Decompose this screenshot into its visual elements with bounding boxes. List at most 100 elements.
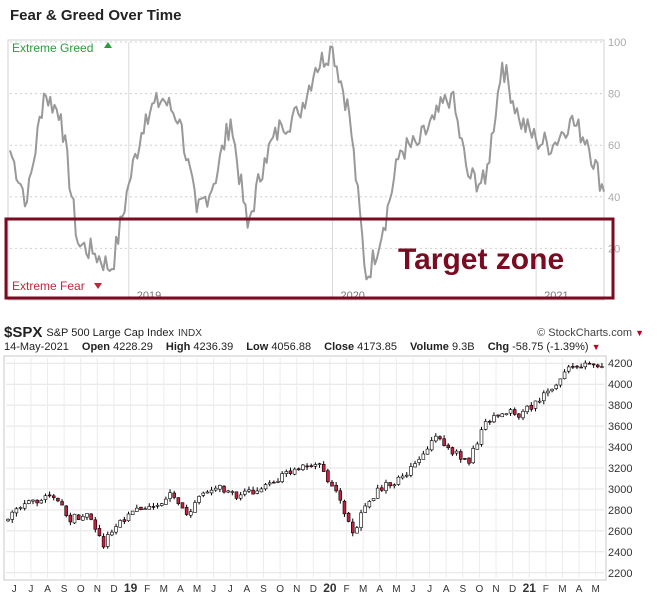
high-value: 4236.39 (193, 341, 234, 353)
stockcharts-brand[interactable]: © StockCharts.com ▼ (537, 327, 644, 339)
spx-candle-body (313, 464, 318, 467)
spx-y-tick-label: 4000 (608, 379, 632, 391)
spx-candle-body (338, 490, 343, 501)
spx-candle-body (56, 498, 60, 502)
spx-candle-body (392, 484, 397, 487)
brand-label: © StockCharts.com (537, 327, 633, 339)
spx-candle-body (330, 481, 334, 487)
spx-candle-body (201, 492, 206, 496)
spx-candle-body (184, 507, 189, 515)
spx-candle-body (596, 364, 600, 368)
spx-candle-body (218, 485, 222, 490)
spx-candle-body (413, 463, 417, 468)
spx-x-tick-label: D (110, 584, 117, 595)
spx-x-tick-label: O (276, 584, 284, 595)
spx-name: S&P 500 Large Cap Index (46, 327, 174, 339)
spx-candle-body (533, 400, 538, 409)
spx-exchange: INDX (177, 328, 202, 339)
low-value: 4056.88 (271, 341, 312, 353)
spx-candle-body (450, 447, 455, 455)
spx-candle-body (93, 519, 98, 530)
spx-candle-body (76, 514, 81, 520)
spx-candle-body (243, 490, 247, 495)
spx-candle-body (139, 506, 143, 510)
spx-x-tick-label: 20 (323, 581, 337, 595)
fear-greed-y-tick-label: 40 (608, 192, 620, 204)
spx-candle-body (147, 506, 152, 510)
chg-label: Chg (487, 341, 510, 353)
spx-candle-body (209, 489, 214, 494)
spx-candle-body (550, 388, 554, 392)
spx-x-tick-label: 21 (523, 581, 537, 595)
chevron-down-icon: ▼ (635, 328, 644, 338)
spx-candle-body (114, 526, 118, 533)
spx-x-tick-label: D (310, 584, 317, 595)
spx-candle-body (151, 506, 156, 508)
spx-candle-body (159, 503, 164, 506)
spx-candle-body (351, 521, 355, 534)
spx-y-tick-label: 3200 (608, 463, 632, 475)
spx-x-tick-label: F (343, 584, 349, 595)
spx-candle-body (226, 490, 230, 493)
spx-x-tick-label: F (543, 584, 549, 595)
spx-candle-body (521, 410, 525, 419)
spx-candle-body (404, 474, 409, 477)
spx-candle-body (500, 413, 505, 418)
spx-candle-body (571, 366, 575, 368)
spx-x-tick-label: N (293, 584, 300, 595)
spx-candle-body (309, 465, 313, 468)
spx-candle-body (126, 513, 131, 522)
spx-candle-body (488, 420, 492, 423)
fear-greed-x-tick-label: 2020 (340, 290, 364, 302)
spx-candle-body (546, 390, 550, 394)
spx-candle-body (454, 450, 459, 454)
close-label: Close (324, 341, 355, 353)
spx-y-axis: 2200 2400 2600 2800 3000 3200 3400 3600 3800 4000… (608, 358, 632, 580)
spx-candle-body (400, 475, 405, 479)
spx-candle-body (6, 518, 10, 522)
spx-candle-body (446, 444, 451, 449)
spx-candle-body (276, 481, 280, 483)
spx-x-tick-label: A (576, 584, 583, 595)
spx-x-tick-label: D (509, 584, 516, 595)
open-label: Open (81, 341, 111, 353)
spx-candle-body (189, 511, 193, 516)
spx-candle-body (172, 492, 176, 498)
spx-x-tick-label: J (12, 584, 17, 595)
spx-candle-body (305, 465, 309, 468)
spx-x-tick-label: J (228, 584, 233, 595)
spx-x-tick-label: M (392, 584, 400, 595)
spx-candle-body (504, 413, 509, 416)
spx-y-tick-label: 4200 (608, 358, 632, 370)
spx-x-tick-label: M (160, 584, 168, 595)
spx-y-tick-label: 3800 (608, 400, 632, 412)
spx-candle-body (355, 527, 359, 534)
spx-x-tick-label: J (427, 584, 432, 595)
spx-candle-body (180, 502, 185, 509)
spx-y-tick-label: 2600 (608, 526, 632, 538)
spx-candle-body (492, 415, 496, 423)
spx-candle-body (458, 451, 463, 460)
spx-candle-body (442, 438, 446, 446)
spx-candle-body (371, 498, 376, 501)
spx-candle-body (438, 436, 442, 440)
spx-x-tick-label: S (459, 584, 466, 595)
spx-candle-body (284, 471, 289, 474)
spx-x-tick-label: M (558, 584, 566, 595)
spx-x-tick-label: J (410, 584, 415, 595)
spx-x-tick-label: A (244, 584, 251, 595)
spx-candle-body (579, 366, 583, 369)
spx-candle-body (197, 496, 201, 503)
spx-candle-body (255, 490, 259, 494)
spx-candle-body (384, 482, 388, 492)
spx-candle-body (135, 507, 139, 512)
spx-candle-body (566, 366, 571, 372)
spx-candle-body (97, 528, 102, 537)
spx-candle-body (508, 409, 513, 414)
spx-candle-body (463, 458, 467, 460)
spx-candle-body (292, 468, 297, 475)
spx-x-tick-label: M (359, 584, 367, 595)
spx-candle-body (496, 414, 500, 417)
